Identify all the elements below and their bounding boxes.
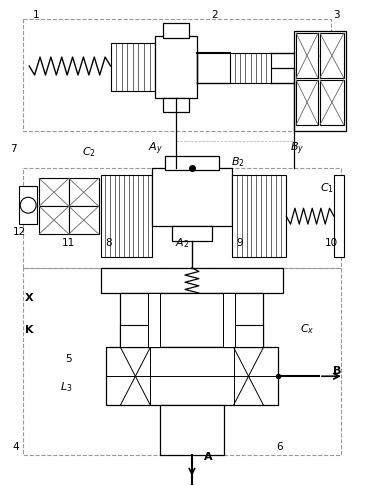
Bar [39,206,69,234]
Text: 7: 7 [10,143,17,154]
Bar [23,19,331,131]
Bar [152,169,232,226]
Text: B: B [333,366,341,376]
Text: 3: 3 [333,10,340,20]
Text: $L_3$: $L_3$ [60,380,72,394]
Bar [172,226,212,241]
Text: 9: 9 [236,238,243,248]
Bar [69,178,99,206]
Text: $A_y$: $A_y$ [148,140,163,157]
Bar [165,156,219,171]
Text: 10: 10 [324,238,337,248]
Bar [296,80,318,125]
Text: K: K [25,325,33,334]
Text: 8: 8 [105,238,112,248]
Bar [121,293,263,347]
Bar [23,169,341,268]
Bar [232,175,286,257]
Text: $C_x$: $C_x$ [300,323,314,336]
Text: 6: 6 [276,442,283,452]
Bar [334,175,344,257]
Text: X: X [25,293,34,303]
Bar [111,43,155,91]
Text: $B_y$: $B_y$ [290,140,304,157]
Bar [296,33,318,78]
Bar [101,268,283,293]
Bar [101,175,152,257]
Text: $A_2$: $A_2$ [175,236,189,250]
Text: 12: 12 [13,227,26,237]
Bar [163,23,189,38]
Bar [148,293,160,347]
Bar [23,268,341,455]
Text: A: A [204,452,212,462]
Bar [320,80,344,125]
Bar [39,178,69,206]
Text: 2: 2 [212,10,218,20]
Bar [155,36,197,98]
Bar [233,325,263,347]
Bar [294,31,346,131]
Bar [160,405,224,455]
Text: 5: 5 [65,354,72,364]
Bar [320,33,344,78]
Bar [223,293,235,347]
Bar [163,98,189,112]
Text: 11: 11 [62,238,75,248]
Bar [69,206,99,234]
Text: $C_2$: $C_2$ [82,146,96,159]
Text: $C_1$: $C_1$ [320,181,334,195]
Text: 4: 4 [12,442,18,452]
Bar [230,53,271,83]
Bar [19,186,37,224]
Bar [105,347,278,405]
Text: $B_2$: $B_2$ [231,156,245,169]
Text: 1: 1 [33,10,40,20]
Bar [121,325,150,347]
